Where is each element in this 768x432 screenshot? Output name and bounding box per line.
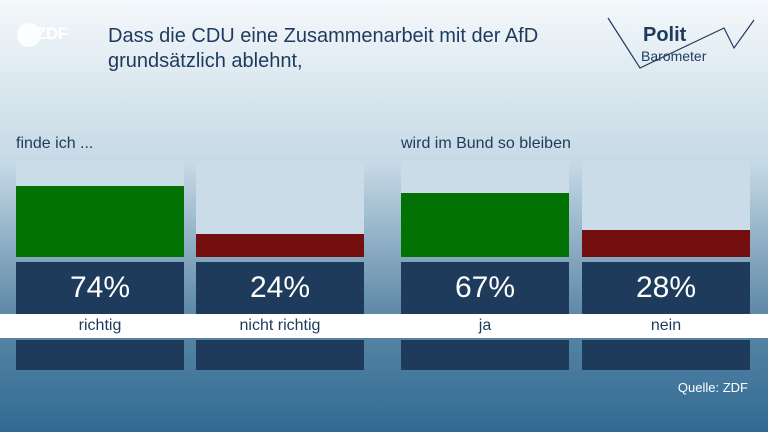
bottom-box — [401, 340, 569, 370]
value-label-richtig: 74% — [16, 262, 184, 314]
politbarometer-line2: Barometer — [641, 48, 707, 64]
category-label-nicht-richtig: nicht richtig — [239, 317, 321, 334]
bar-ja — [401, 192, 569, 257]
chart-title: Dass die CDU eine Zusammenarbeit mit der… — [108, 25, 539, 72]
zdf-logo-text: ZDF — [36, 24, 68, 43]
value-label-nein: 28% — [582, 262, 750, 314]
category-label-ja: ja — [478, 317, 492, 334]
bottom-box — [16, 340, 184, 370]
section-label-finde: finde ich ... — [16, 135, 94, 152]
bottom-box — [196, 340, 364, 370]
category-strip — [0, 314, 768, 338]
politbarometer-line1: Polit — [643, 24, 687, 46]
bar-track — [582, 161, 750, 257]
bar-track — [16, 161, 184, 257]
source-note: Quelle: ZDF — [677, 380, 748, 395]
value-label-ja: 67% — [401, 262, 569, 314]
bar-track — [196, 161, 364, 257]
bar-richtig — [16, 185, 184, 257]
category-label-richtig: richtig — [78, 317, 122, 334]
category-label-nein: nein — [650, 317, 682, 334]
bottom-box — [582, 340, 750, 370]
value-label-nicht-richtig: 24% — [196, 262, 364, 314]
bar-nicht-richtig — [196, 233, 364, 257]
bar-nein — [582, 230, 750, 257]
bar-track — [401, 161, 569, 257]
politbarometer-logo-icon — [607, 17, 755, 69]
section-label-bund: wird im Bund so bleiben — [401, 135, 571, 152]
zdf-logo-icon — [17, 23, 41, 47]
